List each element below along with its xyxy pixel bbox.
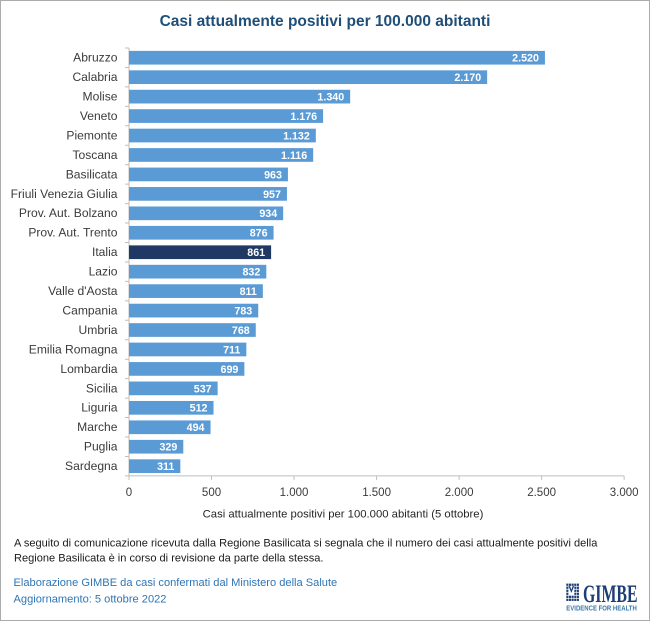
svg-text:1.116: 1.116: [281, 150, 307, 162]
svg-text:Sardegna: Sardegna: [65, 459, 118, 473]
svg-text:Elaborazione GIMBE da casi con: Elaborazione GIMBE da casi confermati da…: [14, 577, 338, 589]
svg-text:Liguria: Liguria: [81, 401, 118, 415]
svg-text:Emilia Romagna: Emilia Romagna: [29, 342, 118, 356]
svg-text:832: 832: [242, 267, 260, 279]
svg-text:711: 711: [223, 344, 240, 356]
svg-text:Marche: Marche: [77, 420, 118, 434]
svg-text:Casi attualmente positivi per: Casi attualmente positivi per 100.000 ab…: [160, 13, 491, 30]
svg-text:3.000: 3.000: [610, 487, 639, 499]
svg-text:2.000: 2.000: [445, 487, 474, 499]
svg-text:537: 537: [194, 383, 212, 395]
svg-text:957: 957: [263, 189, 281, 201]
svg-text:Prov. Aut. Trento: Prov. Aut. Trento: [28, 226, 117, 240]
svg-text:2.500: 2.500: [527, 487, 556, 499]
svg-text:Aggiornamento: 5 ottobre 2022: Aggiornamento: 5 ottobre 2022: [14, 594, 167, 606]
svg-text:Friuli Venezia Giulia: Friuli Venezia Giulia: [11, 187, 118, 201]
svg-text:Sicilia: Sicilia: [86, 381, 118, 395]
svg-text:Prov. Aut. Bolzano: Prov. Aut. Bolzano: [19, 206, 118, 220]
svg-text:Umbria: Umbria: [79, 323, 118, 337]
svg-text:Valle d'Aosta: Valle d'Aosta: [48, 284, 118, 298]
svg-text:1.000: 1.000: [280, 487, 309, 499]
svg-text:Campania: Campania: [62, 303, 117, 317]
svg-text:1.176: 1.176: [290, 111, 317, 123]
svg-text:876: 876: [250, 228, 268, 240]
svg-text:Basilicata: Basilicata: [66, 167, 118, 181]
svg-text:512: 512: [190, 403, 208, 415]
svg-text:Veneto: Veneto: [80, 109, 118, 123]
svg-text:Calabria: Calabria: [72, 70, 117, 84]
svg-text:934: 934: [259, 208, 277, 220]
svg-text:768: 768: [232, 325, 250, 337]
svg-text:811: 811: [240, 286, 257, 298]
svg-text:329: 329: [159, 442, 177, 454]
svg-text:Regione Basilicata è in corso: Regione Basilicata è in corso di revisio…: [14, 553, 324, 565]
svg-text:Piemonte: Piemonte: [66, 128, 117, 142]
svg-text:Italia: Italia: [92, 245, 118, 259]
svg-text:311: 311: [157, 461, 174, 473]
svg-text:861: 861: [247, 247, 265, 259]
svg-text:1.500: 1.500: [362, 487, 391, 499]
svg-text:2.170: 2.170: [454, 72, 481, 84]
svg-text:EVIDENCE FOR HEALTH: EVIDENCE FOR HEALTH: [566, 604, 637, 613]
svg-text:783: 783: [234, 305, 252, 317]
svg-text:Casi attualmente positivi per: Casi attualmente positivi per 100.000 ab…: [203, 509, 484, 521]
svg-text:963: 963: [264, 169, 282, 181]
svg-text:Molise: Molise: [83, 90, 118, 104]
svg-text:Puglia: Puglia: [84, 440, 118, 454]
svg-text:Lazio: Lazio: [89, 265, 118, 279]
svg-text:Abruzzo: Abruzzo: [73, 51, 118, 65]
svg-text:494: 494: [187, 422, 205, 434]
svg-text:1.340: 1.340: [317, 92, 344, 104]
svg-text:1.132: 1.132: [283, 130, 310, 142]
svg-text:A seguito di comunicazione ric: A seguito di comunicazione ricevuta dall…: [14, 538, 598, 550]
svg-text:0: 0: [126, 487, 132, 499]
svg-text:699: 699: [221, 364, 239, 376]
svg-text:Toscana: Toscana: [72, 148, 117, 162]
svg-text:500: 500: [202, 487, 221, 499]
svg-text:2.520: 2.520: [512, 53, 539, 65]
svg-text:GIMBE: GIMBE: [583, 581, 638, 608]
svg-text:Lombardia: Lombardia: [60, 362, 117, 376]
